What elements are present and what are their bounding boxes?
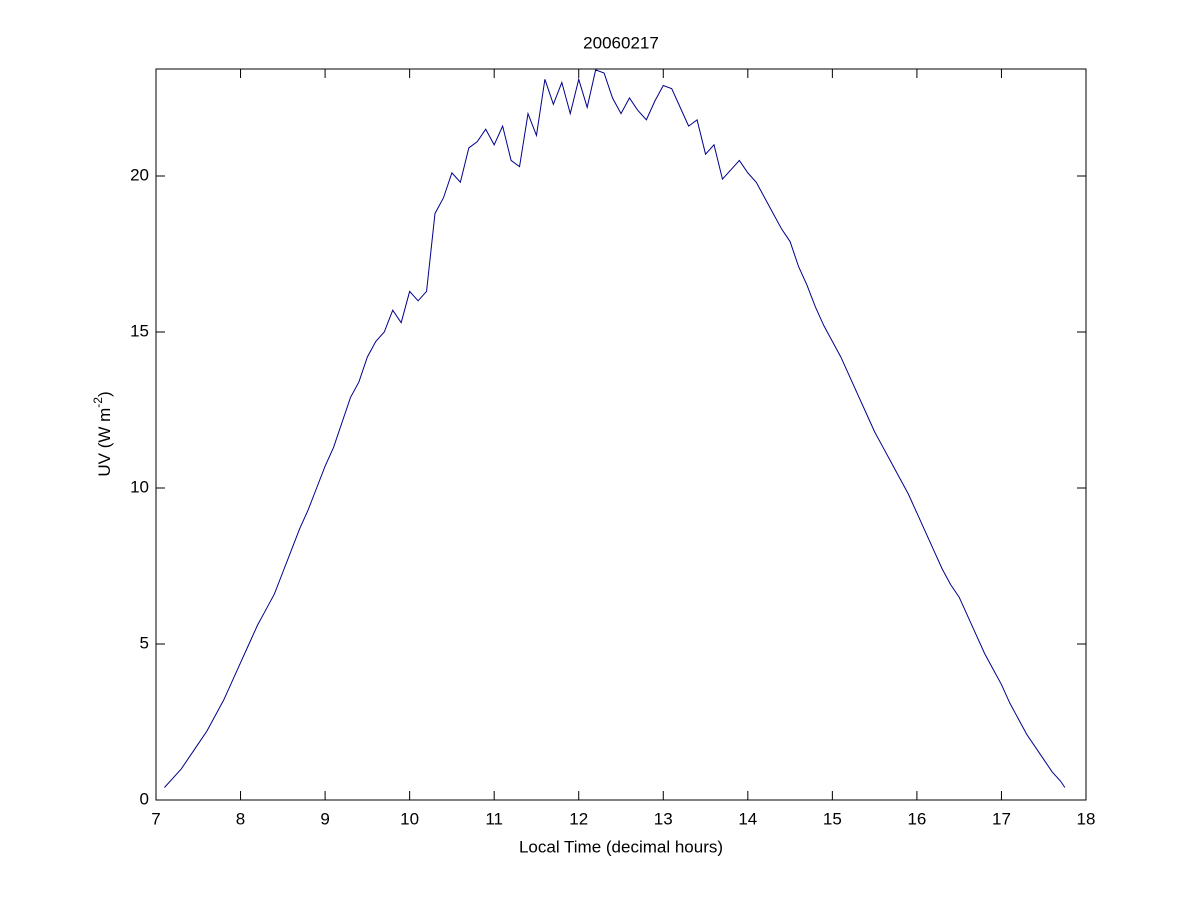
x-tick-label: 16 xyxy=(907,809,926,828)
y-tick-label: 10 xyxy=(130,477,149,496)
y-label-text: UV (W m xyxy=(95,408,114,477)
x-tick-label: 14 xyxy=(738,809,757,828)
x-tick-label: 9 xyxy=(320,809,329,828)
x-tick-label: 11 xyxy=(485,809,503,828)
x-axis-label: Local Time (decimal hours) xyxy=(519,837,723,856)
y-label-exponent: -2 xyxy=(91,397,105,408)
x-tick-label: 17 xyxy=(992,809,1011,828)
x-tick-label: 18 xyxy=(1077,809,1096,828)
x-tick-label: 7 xyxy=(151,809,160,828)
chart-title: 20060217 xyxy=(583,33,659,52)
y-tick-label: 0 xyxy=(140,789,149,808)
y-tick-label: 15 xyxy=(130,321,149,340)
plot-frame xyxy=(155,68,1087,801)
x-tick-label: 10 xyxy=(400,809,419,828)
data-line xyxy=(164,69,1066,788)
y-axis-label: UV (W m-2) xyxy=(91,391,114,476)
y-tick-label: 20 xyxy=(130,165,149,184)
x-tick-label: 15 xyxy=(823,809,842,828)
y-label-text: ) xyxy=(95,391,114,397)
x-tick-label: 12 xyxy=(569,809,588,828)
x-tick-label: 8 xyxy=(236,809,245,828)
y-tick-label: 5 xyxy=(140,633,149,652)
x-tick-label: 13 xyxy=(654,809,673,828)
